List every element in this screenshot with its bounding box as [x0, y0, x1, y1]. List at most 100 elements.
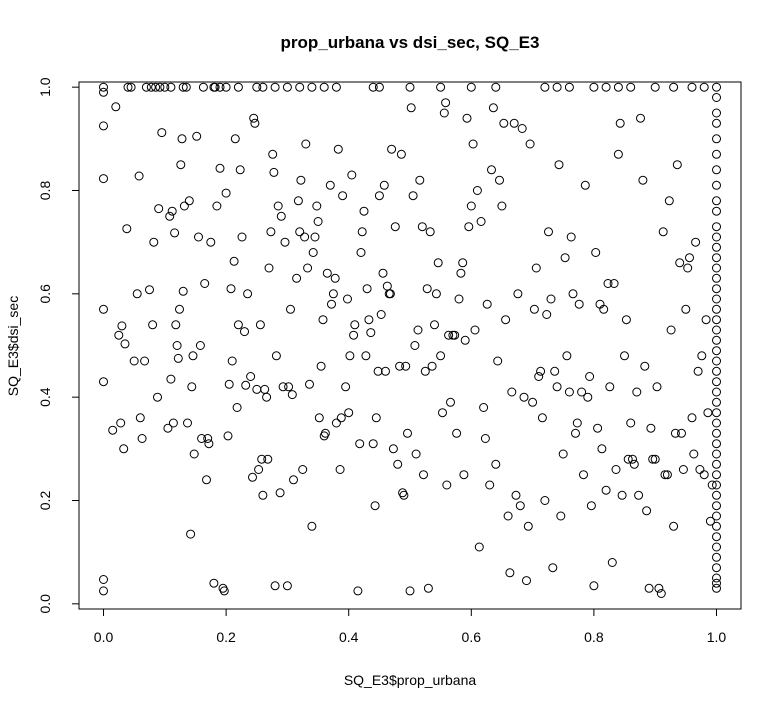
data-point — [615, 118, 625, 128]
data-point — [603, 279, 613, 288]
data-point — [589, 82, 599, 92]
data-point — [564, 387, 574, 397]
data-point — [385, 289, 395, 299]
data-point — [189, 449, 199, 459]
data-point — [544, 227, 553, 237]
data-point — [258, 82, 268, 92]
data-point — [540, 82, 550, 92]
data-point — [99, 174, 108, 184]
data-point — [529, 304, 539, 314]
data-point — [381, 366, 390, 376]
data-point — [454, 294, 464, 304]
data-point — [438, 408, 447, 418]
data-point — [712, 397, 721, 407]
data-point — [525, 139, 535, 149]
chart-title: prop_urbana vs dsi_sec, SQ_E3 — [281, 33, 540, 52]
data-point — [626, 418, 636, 428]
data-point — [333, 144, 343, 154]
data-point — [243, 289, 253, 299]
data-point — [305, 379, 314, 389]
data-point — [353, 586, 363, 596]
data-point — [611, 465, 621, 474]
data-point — [269, 167, 279, 177]
data-point — [712, 501, 721, 511]
data-point — [405, 82, 415, 92]
data-point — [178, 82, 188, 92]
data-point — [327, 299, 336, 309]
data-point — [487, 165, 496, 175]
data-point — [316, 361, 326, 371]
data-point — [114, 330, 124, 340]
data-point — [556, 511, 566, 521]
data-point — [175, 304, 184, 314]
data-point — [246, 372, 256, 381]
data-point — [552, 82, 562, 92]
data-point — [295, 227, 305, 237]
data-point — [712, 428, 721, 438]
data-point — [171, 320, 181, 330]
data-point — [459, 470, 469, 480]
data-point — [572, 418, 582, 428]
data-point — [493, 356, 503, 366]
data-point — [613, 149, 623, 159]
data-point — [648, 454, 658, 464]
data-point — [99, 304, 108, 314]
data-point — [411, 449, 421, 459]
data-point — [206, 237, 216, 247]
data-point — [111, 102, 121, 112]
data-point — [119, 444, 129, 454]
data-point — [320, 428, 330, 438]
data-points — [99, 82, 721, 598]
data-point — [519, 392, 529, 402]
data-point — [368, 439, 378, 449]
data-point — [712, 470, 721, 480]
data-point — [691, 237, 701, 247]
data-point — [712, 93, 721, 102]
data-point — [184, 196, 194, 206]
data-point — [298, 465, 308, 474]
data-point — [683, 263, 693, 273]
data-point — [341, 382, 351, 392]
data-point — [250, 118, 260, 128]
data-point — [660, 470, 670, 480]
x-axis: 0.0 0.2 0.4 0.6 0.8 1.0 — [94, 609, 726, 645]
data-point — [134, 171, 144, 181]
data-point — [687, 413, 697, 423]
data-point — [599, 304, 609, 314]
data-point — [373, 366, 383, 376]
data-point — [356, 248, 366, 257]
data-point — [585, 372, 595, 381]
data-point — [712, 263, 721, 273]
data-point — [669, 82, 679, 92]
data-point — [307, 521, 317, 531]
data-point — [160, 82, 170, 92]
data-point — [712, 490, 721, 500]
data-point — [629, 459, 639, 469]
data-point — [177, 134, 187, 144]
data-point — [670, 428, 680, 438]
data-point — [505, 568, 515, 578]
data-point — [300, 232, 310, 242]
y-axis: 0.0 0.2 0.4 0.6 0.8 1.0 — [37, 77, 79, 614]
data-point — [141, 82, 151, 92]
data-point — [620, 351, 629, 361]
data-point — [343, 294, 352, 304]
data-point — [379, 180, 389, 190]
data-point — [227, 356, 237, 366]
data-point — [497, 201, 507, 211]
data-point — [712, 366, 721, 376]
data-point — [226, 284, 236, 294]
data-point — [301, 139, 311, 149]
y-tick-label: 1.0 — [37, 77, 53, 97]
data-point — [712, 521, 721, 531]
data-point — [712, 542, 721, 552]
data-point — [452, 428, 462, 438]
data-point — [579, 470, 588, 480]
data-point — [712, 583, 721, 593]
data-point — [666, 325, 676, 335]
data-point — [233, 320, 243, 330]
data-point — [503, 511, 513, 521]
data-point — [203, 434, 213, 443]
data-point — [371, 413, 381, 423]
